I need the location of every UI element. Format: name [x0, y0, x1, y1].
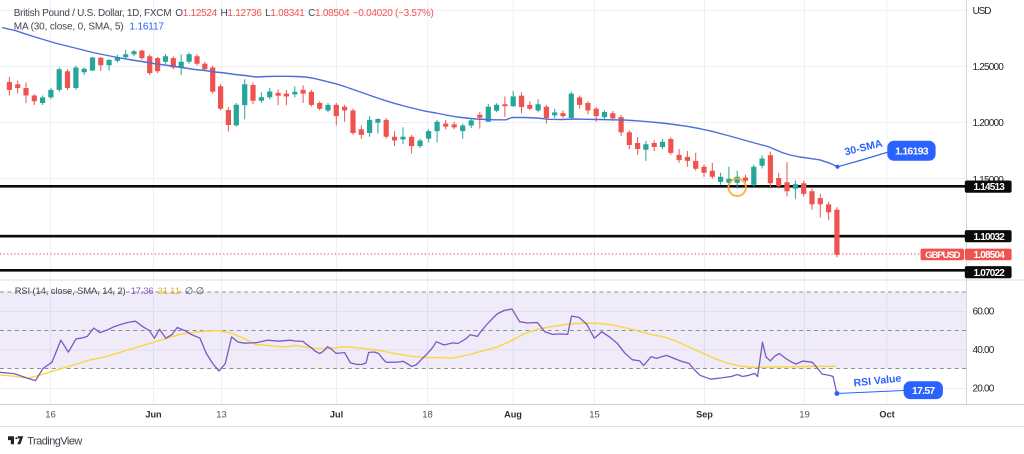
svg-text:40.00: 40.00 [973, 345, 995, 356]
svg-text:MA (30, close, 0, SMA, 5)1.161: MA (30, close, 0, SMA, 5) 1.16117 [14, 22, 165, 33]
svg-text:13: 13 [216, 410, 227, 421]
svg-text:60.00: 60.00 [973, 307, 995, 318]
svg-text:19: 19 [799, 410, 810, 421]
svg-text:RSI Value: RSI Value [853, 373, 902, 390]
svg-text:Jun: Jun [145, 410, 162, 420]
svg-text:Sep: Sep [696, 410, 713, 420]
svg-text:16: 16 [45, 410, 56, 421]
svg-text:1.25000: 1.25000 [973, 62, 1005, 73]
svg-text:TradingView: TradingView [27, 436, 82, 448]
svg-text:Oct: Oct [879, 410, 894, 420]
svg-text:British Pound / U.S. Dollar, 1: British Pound / U.S. Dollar, 1D, FXCM O1.… [14, 8, 434, 19]
svg-text:USD: USD [973, 6, 992, 17]
svg-text:GBPUSD: GBPUSD [925, 250, 961, 261]
svg-text:20.00: 20.00 [973, 384, 995, 395]
svg-text:1.10032: 1.10032 [974, 232, 1006, 243]
svg-text:Aug: Aug [504, 410, 522, 420]
svg-text:17.57: 17.57 [912, 385, 935, 397]
svg-text:Jul: Jul [330, 410, 343, 420]
svg-text:1.08504: 1.08504 [974, 250, 1006, 261]
svg-text:1.16193: 1.16193 [895, 145, 929, 157]
svg-text:15: 15 [589, 410, 600, 421]
svg-text:1.07022: 1.07022 [974, 268, 1006, 279]
svg-text:18: 18 [422, 410, 433, 421]
svg-text:RSI (14, close, SMA, 14, 2)17.: RSI (14, close, SMA, 14, 2) 17.36 31.11 ∅ ∅ [15, 285, 204, 296]
svg-text:1.20000: 1.20000 [973, 118, 1005, 129]
svg-text:1.14513: 1.14513 [974, 182, 1006, 193]
